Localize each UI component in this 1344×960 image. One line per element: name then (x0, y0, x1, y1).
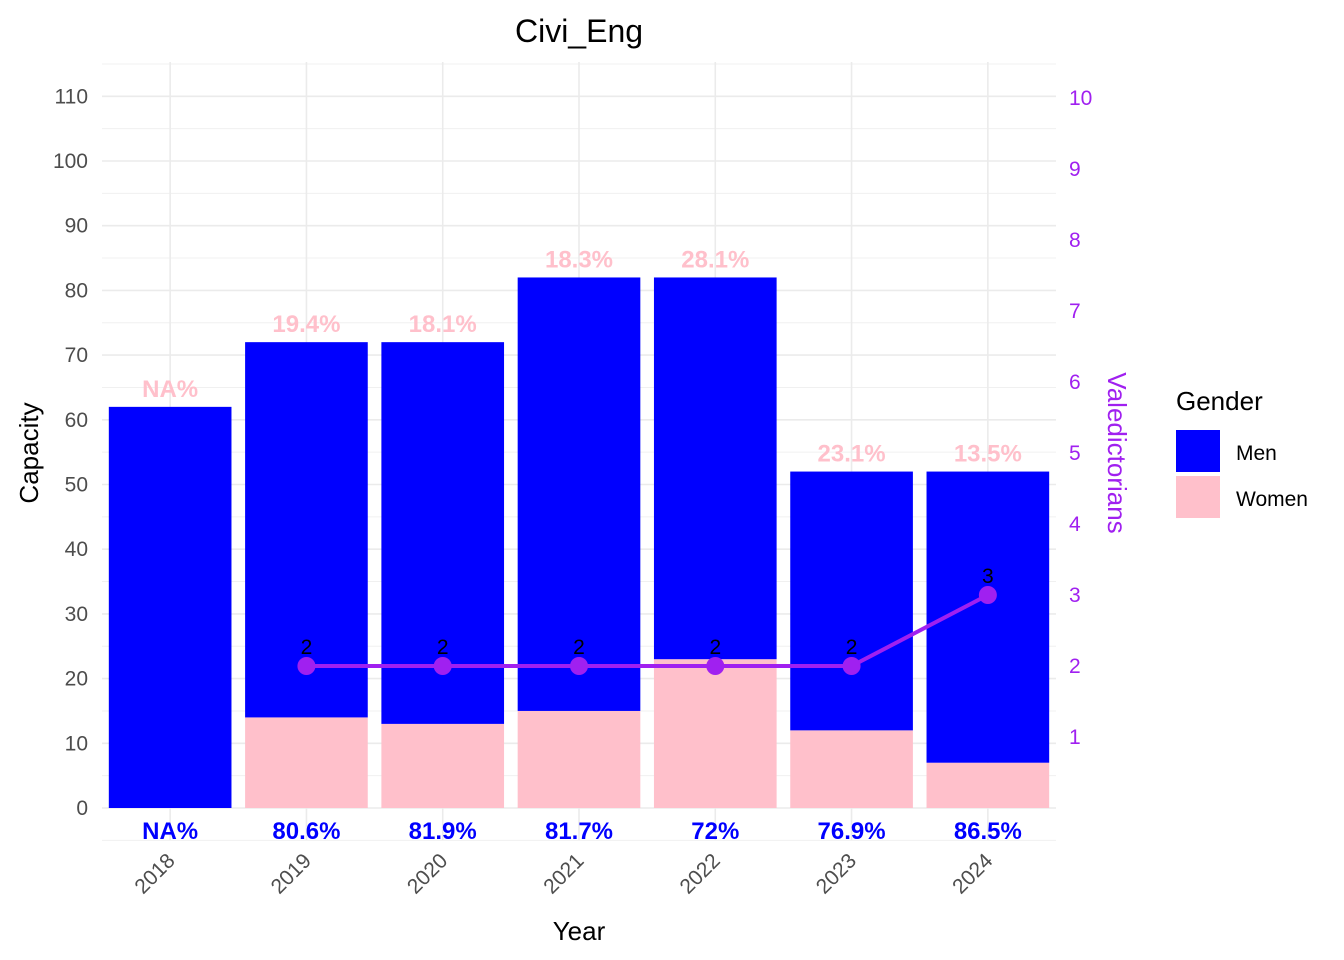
legend-swatch-women (1176, 476, 1220, 518)
x-tick-label-2021: 2021 (539, 849, 588, 898)
valedictorians-label-2019: 2 (301, 636, 313, 659)
x-tick-label-2019: 2019 (267, 849, 316, 898)
women-pct-label-2019: 19.4% (272, 311, 340, 338)
women-pct-label-2018: NA% (142, 376, 198, 403)
legend: Gender Men Women (1176, 386, 1308, 518)
valedictorians-point-2023 (842, 657, 861, 675)
men-pct-label-2021: 81.7% (545, 818, 613, 845)
y2-tick-label: 8 (1069, 229, 1081, 252)
men-pct-label-2019: 80.6% (272, 818, 340, 845)
men-pct-label-2023: 76.9% (818, 818, 886, 845)
legend-title: Gender (1176, 386, 1263, 416)
valedictorians-label-2024: 3 (982, 565, 994, 588)
y2-axis-title: Valedictorians (1102, 372, 1132, 533)
bars (108, 277, 1050, 808)
y2-tick-label: 3 (1069, 584, 1081, 607)
y2-tick-label: 7 (1069, 300, 1081, 323)
bar-women-2023 (790, 730, 913, 808)
valedictorians-point-2020 (433, 657, 452, 675)
valedictorians-point-2021 (570, 657, 588, 675)
y-axis-title: Capacity (14, 402, 44, 503)
legend-swatch-men (1176, 430, 1220, 472)
y2-tick-label: 4 (1069, 513, 1081, 536)
x-tick-label-2024: 2024 (948, 849, 998, 899)
men-pct-label-2020: 81.9% (409, 818, 477, 845)
x-tick-label-2018: 2018 (130, 849, 179, 898)
y-tick-label: 80 (65, 279, 88, 302)
data-labels: NA% NA% 19.4% 80.6% 18.1% 81.9% 18.3% 81.7% 28.1… (142, 246, 1022, 845)
x-tick-label-2020: 2020 (403, 849, 452, 898)
valedictorians-polyline (306, 593, 989, 668)
bar-men-2022 (653, 277, 777, 660)
men-pct-label-2022: 72% (691, 818, 739, 845)
y2-tick-label: 6 (1069, 371, 1081, 394)
y-tick-label: 20 (65, 668, 88, 691)
bar-men-2019 (245, 342, 368, 718)
men-pct-label-2018: NA% (142, 818, 198, 845)
women-pct-label-2022: 28.1% (681, 246, 749, 273)
y-tick-label: 70 (65, 344, 88, 367)
y-tick-label: 40 (65, 538, 88, 561)
x-tick-label-2023: 2023 (812, 849, 861, 898)
bar-women-2020 (381, 723, 505, 808)
y2-tick-label: 10 (1069, 87, 1092, 110)
y2-tick-label: 2 (1069, 655, 1081, 678)
bar-men-2023 (790, 471, 913, 731)
valedictorians-label-2020: 2 (437, 636, 449, 659)
valedictorians-point-2019 (297, 657, 316, 675)
y-tick-label: 60 (65, 409, 88, 432)
men-pct-label-2024: 86.5% (954, 818, 1022, 845)
y-tick-label: 50 (65, 474, 88, 497)
valedictorians-label-2023: 2 (846, 636, 858, 659)
y-tick-label: 0 (76, 797, 88, 820)
y-tick-label: 110 (55, 85, 88, 108)
x-tick-label-2022: 2022 (676, 849, 725, 898)
women-pct-label-2024: 13.5% (954, 441, 1022, 468)
valedictorians-point-2024 (978, 586, 997, 604)
chart-title: Civi_Eng (515, 13, 643, 49)
y2-tick-label: 5 (1069, 442, 1081, 465)
women-pct-label-2020: 18.1% (409, 311, 477, 338)
legend-label-women: Women (1236, 488, 1308, 511)
bar-women-2019 (245, 717, 368, 808)
bar-men-2018 (108, 406, 232, 808)
y-tick-label: 30 (65, 603, 88, 626)
y2-tick-label: 9 (1069, 158, 1081, 181)
valedictorians-label-2022: 2 (709, 636, 721, 659)
bar-men-2021 (517, 277, 641, 711)
women-pct-label-2021: 18.3% (545, 246, 613, 273)
legend-label-men: Men (1236, 442, 1277, 465)
y-tick-label: 90 (65, 215, 88, 238)
y-tick-label: 10 (65, 732, 88, 755)
valedictorians-line: 2 2 2 2 2 3 (297, 565, 997, 675)
valedictorians-point-2022 (706, 657, 725, 675)
valedictorians-label-2021: 2 (573, 636, 585, 659)
x-axis-title: Year (553, 916, 606, 946)
y-tick-label: 100 (53, 150, 88, 173)
bar-women-2022 (653, 659, 777, 808)
women-pct-label-2023: 23.1% (818, 441, 886, 468)
y2-tick-label: 1 (1069, 726, 1081, 749)
bar-women-2024 (926, 762, 1050, 808)
bar-women-2021 (517, 710, 641, 808)
